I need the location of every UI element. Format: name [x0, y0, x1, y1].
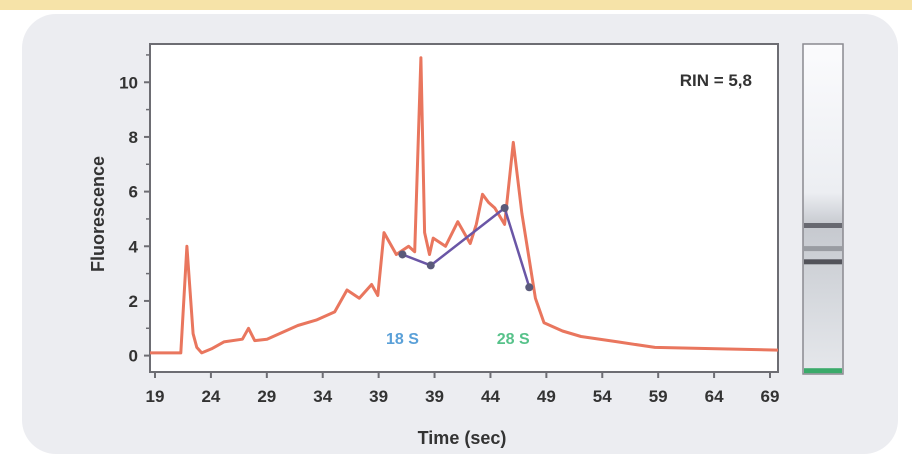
- gel-band: [804, 223, 842, 228]
- x-tick-label: 49: [537, 387, 556, 406]
- x-tick-label: 69: [761, 387, 780, 406]
- x-tick-label: 24: [201, 387, 220, 406]
- peak-marker-label: 28 S: [497, 331, 530, 348]
- series-point: [426, 261, 435, 270]
- y-tick-label: 0: [129, 347, 138, 366]
- x-tick-label: 59: [649, 387, 668, 406]
- gel-band: [804, 259, 842, 265]
- gel-band: [804, 246, 842, 252]
- y-tick-label: 2: [129, 292, 138, 311]
- y-axis-title: Fluorescence: [88, 156, 108, 272]
- x-axis-title: Time (sec): [418, 428, 507, 448]
- x-tick-label: 54: [593, 387, 612, 406]
- series-line: [150, 56, 779, 355]
- x-tick-label: 39: [369, 387, 388, 406]
- series-line: [401, 206, 531, 288]
- plot-area: [149, 43, 779, 373]
- y-tick-label: 10: [119, 73, 138, 92]
- y-tick-label: 6: [129, 183, 138, 202]
- x-tick-label: 64: [705, 387, 724, 406]
- series-point: [398, 250, 407, 259]
- x-tick-label: 39: [425, 387, 444, 406]
- x-tick-label: 19: [146, 387, 165, 406]
- series-point: [500, 204, 509, 212]
- y-tick-label: 8: [129, 128, 138, 147]
- x-tick-label: 34: [313, 387, 332, 406]
- x-tick-label: 44: [481, 387, 500, 406]
- top-strip: [0, 0, 912, 10]
- gel-lane: [802, 43, 844, 375]
- y-tick-label: 4: [129, 237, 139, 256]
- gel-band: [804, 368, 842, 374]
- x-tick-label: 29: [257, 387, 276, 406]
- series-point: [525, 283, 534, 292]
- rin-annotation: RIN = 5,8: [680, 71, 752, 90]
- peak-marker-label: 18 S: [386, 331, 419, 348]
